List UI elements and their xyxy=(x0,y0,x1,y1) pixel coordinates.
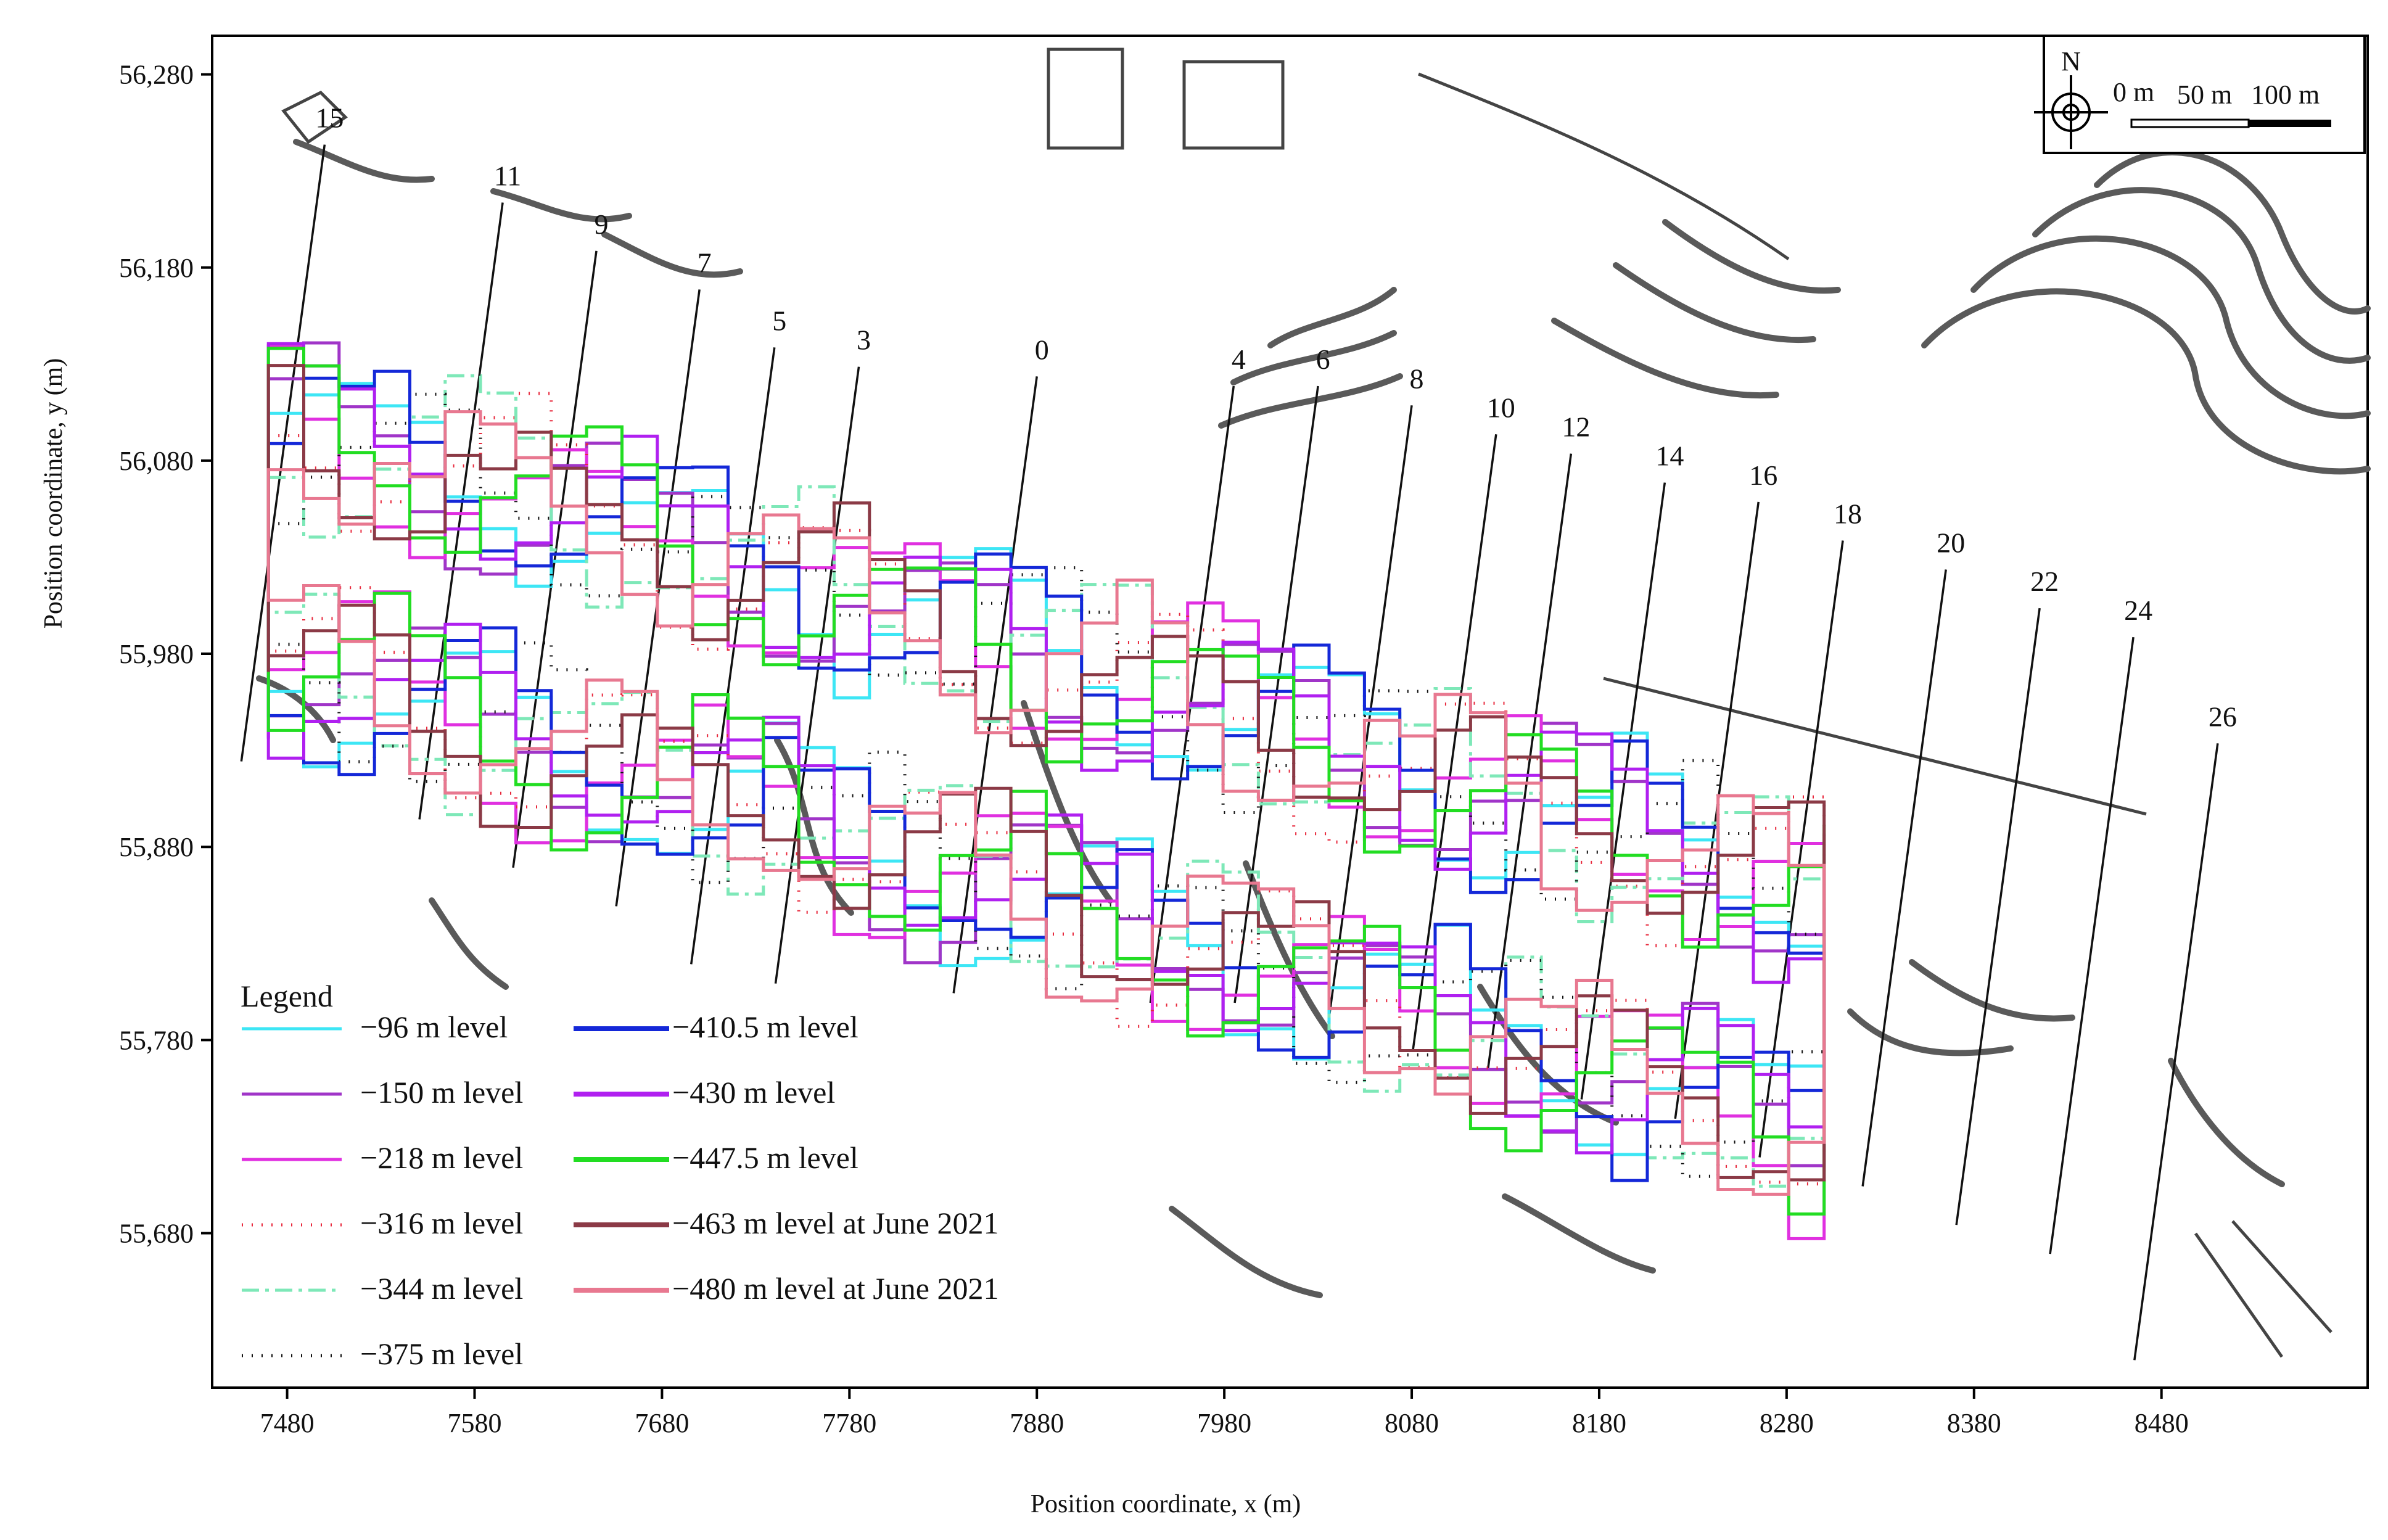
scale-label-50: 50 m xyxy=(2177,80,2232,110)
section-line xyxy=(512,250,598,868)
section-line xyxy=(1233,385,1319,1003)
x-tick-label: 8280 xyxy=(1760,1408,1814,1438)
section-line xyxy=(2133,743,2219,1361)
legend-label: −344 m level xyxy=(360,1271,523,1306)
legend-label: −218 m level xyxy=(360,1140,523,1175)
y-tick-label: 56,280 xyxy=(119,60,194,90)
scale-label-100: 100 m xyxy=(2251,80,2320,110)
section-label: 20 xyxy=(1937,527,1965,558)
y-tick-label: 56,080 xyxy=(119,446,194,476)
legend: Legend −96 m level −150 m level −218 m lev… xyxy=(241,979,999,1371)
level-outline xyxy=(266,364,1826,1182)
section-label: 15 xyxy=(315,102,344,134)
section-line xyxy=(240,144,326,762)
section-label: 16 xyxy=(1749,459,1777,491)
section-line xyxy=(418,202,504,820)
roads-buildings xyxy=(281,47,2332,1358)
scale-bar-dark xyxy=(2249,120,2331,127)
legend-label: −150 m level xyxy=(360,1075,523,1110)
section-line xyxy=(952,376,1038,994)
x-tick-label: 8080 xyxy=(1385,1408,1439,1438)
x-tick-label: 7680 xyxy=(635,1408,689,1438)
section-line xyxy=(774,366,860,984)
section-label: 9 xyxy=(595,208,609,240)
y-tick-label: 55,980 xyxy=(119,639,194,669)
north-label: N xyxy=(2061,46,2081,76)
section-label: 0 xyxy=(1035,334,1049,365)
section-label: 11 xyxy=(494,160,521,192)
legend-label: −316 m level xyxy=(360,1206,523,1240)
x-tick-label: 7580 xyxy=(447,1408,501,1438)
y-tick-label: 55,780 xyxy=(119,1025,194,1055)
section-label: 4 xyxy=(1232,344,1246,375)
x-tick-label: 7980 xyxy=(1197,1408,1251,1438)
legend-label: −430 m level xyxy=(672,1075,835,1110)
section-lines: 15 11 9 7 5 3 0 4 6 8 10 12 14 16 18 20 22 24 26 xyxy=(240,102,2237,1361)
map-frame xyxy=(211,35,2369,1389)
legend-title: Legend xyxy=(241,979,333,1013)
x-tick-label: 7880 xyxy=(1010,1408,1064,1438)
legend-label: −447.5 m level xyxy=(672,1140,858,1175)
section-label: 8 xyxy=(1410,363,1424,394)
x-tick-label: 7480 xyxy=(260,1408,315,1438)
legend-label: −463 m level at June 2021 xyxy=(672,1206,999,1240)
section-label: 24 xyxy=(2124,595,2152,626)
section-label: 12 xyxy=(1562,411,1590,443)
y-axis-title: Position coordinate, y (m) xyxy=(39,358,68,629)
north-arrow-icon xyxy=(2034,75,2108,149)
level-outline xyxy=(266,347,1826,1216)
x-tick-label: 7780 xyxy=(822,1408,876,1438)
section-label: 10 xyxy=(1487,392,1515,423)
section-line xyxy=(2049,636,2135,1254)
x-tick-label: 8380 xyxy=(1947,1408,2001,1438)
section-line xyxy=(1955,607,2041,1225)
x-tick-label: 8480 xyxy=(2135,1408,2189,1438)
scale-bar-light xyxy=(2130,118,2250,128)
section-line xyxy=(1861,569,1947,1187)
y-axis: 56,280 56,180 56,080 55,980 55,880 55,780 55,6… xyxy=(119,60,212,1248)
x-tick-label: 8180 xyxy=(1572,1408,1626,1438)
level-outline xyxy=(266,410,1826,1196)
section-label: 6 xyxy=(1316,344,1330,375)
y-tick-label: 55,880 xyxy=(119,832,194,862)
section-line xyxy=(690,347,776,965)
legend-label: −410.5 m level xyxy=(672,1010,858,1044)
section-label: 26 xyxy=(2209,701,2237,732)
section-label: 22 xyxy=(2030,566,2059,597)
section-label: 3 xyxy=(857,324,871,356)
x-axis-title: Position coordinate, x (m) xyxy=(1031,1490,1301,1518)
y-tick-label: 55,680 xyxy=(119,1218,194,1248)
legend-label: −480 m level at June 2021 xyxy=(672,1271,999,1306)
scale-label-0: 0 m xyxy=(2113,77,2154,107)
scale-box: N 0 m 50 m 100 m xyxy=(2034,35,2366,154)
section-label: 5 xyxy=(772,305,786,336)
x-axis: 7480 7580 7680 7780 7880 7980 8080 8180 8280 8380… xyxy=(260,1388,2189,1438)
section-line xyxy=(1758,540,1844,1158)
legend-label: −375 m level xyxy=(360,1336,523,1371)
section-label: 7 xyxy=(698,247,712,278)
section-label: 18 xyxy=(1834,498,1862,530)
level-outlines xyxy=(266,341,1826,1240)
section-label: 14 xyxy=(1655,440,1684,472)
y-tick-label: 56,180 xyxy=(119,253,194,283)
legend-label: −96 m level xyxy=(360,1010,508,1044)
